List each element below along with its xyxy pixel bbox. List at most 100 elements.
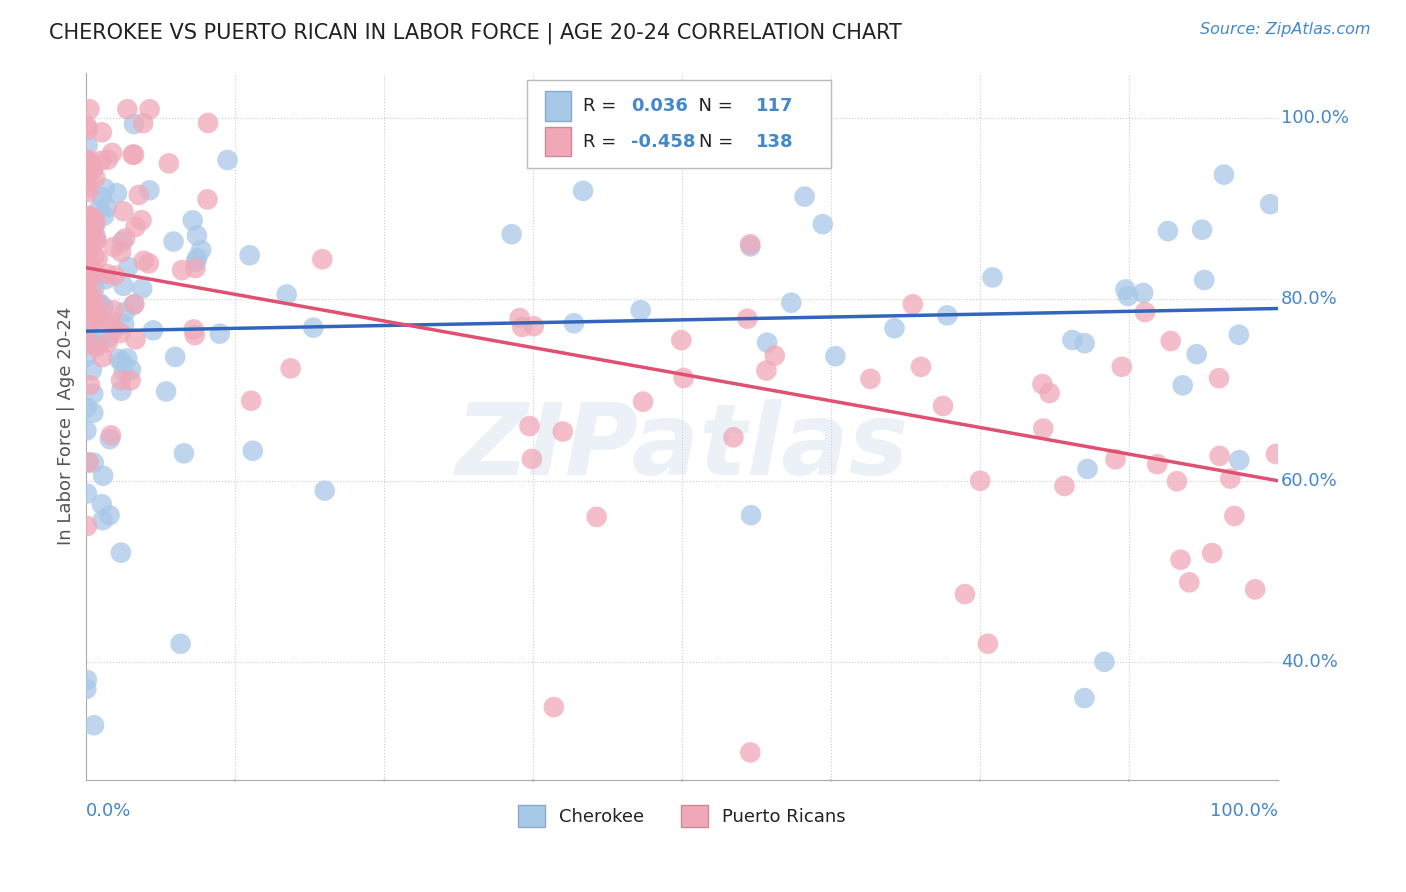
Point — [87, 335, 110, 350]
Point — [75, 322, 97, 336]
Point — [780, 295, 803, 310]
Point — [138, 183, 160, 197]
Point — [97, 335, 120, 350]
Point — [1094, 655, 1116, 669]
Point — [740, 508, 762, 523]
Point — [519, 419, 541, 434]
Point — [79, 155, 101, 169]
Point — [510, 319, 533, 334]
Text: 117: 117 — [756, 97, 793, 115]
Point — [77, 209, 100, 223]
Point — [76, 209, 98, 223]
Text: 0.036: 0.036 — [631, 97, 688, 115]
Point — [112, 204, 135, 219]
Point — [112, 364, 135, 378]
Point — [76, 119, 98, 133]
Point — [86, 310, 108, 324]
Point — [103, 322, 125, 336]
Point — [1208, 449, 1230, 463]
Point — [84, 227, 107, 242]
Point — [1194, 273, 1216, 287]
Y-axis label: In Labor Force | Age 20-24: In Labor Force | Age 20-24 — [58, 307, 75, 546]
Point — [80, 319, 103, 334]
Point — [76, 153, 98, 167]
Point — [132, 253, 155, 268]
Point — [737, 311, 759, 326]
Point — [1031, 377, 1053, 392]
Point — [77, 268, 100, 283]
Point — [75, 274, 97, 288]
Point — [1053, 479, 1076, 493]
Point — [883, 321, 905, 335]
Text: R =: R = — [583, 133, 621, 151]
Point — [1104, 452, 1126, 467]
Point — [91, 350, 114, 364]
Point — [75, 291, 97, 305]
Point — [83, 456, 105, 470]
Point — [76, 486, 98, 500]
Point — [131, 213, 153, 227]
FancyBboxPatch shape — [546, 127, 571, 156]
Point — [97, 330, 120, 344]
Point — [1191, 222, 1213, 236]
Point — [75, 296, 97, 310]
Point — [1146, 457, 1168, 471]
Point — [76, 122, 98, 136]
Point — [82, 223, 104, 237]
Point — [1157, 224, 1180, 238]
Point — [131, 282, 153, 296]
Point — [75, 262, 97, 277]
Point — [76, 303, 98, 318]
Point — [76, 276, 98, 290]
Point — [77, 289, 100, 303]
Point — [585, 509, 607, 524]
Point — [76, 176, 98, 190]
Point — [1265, 447, 1288, 461]
Point — [169, 637, 191, 651]
Point — [793, 189, 815, 203]
Point — [75, 291, 97, 305]
Point — [314, 483, 336, 498]
Point — [76, 277, 98, 292]
Point — [197, 116, 219, 130]
Point — [183, 322, 205, 336]
Point — [90, 125, 112, 139]
Point — [811, 217, 834, 231]
Point — [1076, 462, 1098, 476]
Point — [969, 474, 991, 488]
Point — [97, 153, 120, 167]
Point — [77, 328, 100, 343]
Point — [1208, 371, 1230, 385]
Point — [103, 240, 125, 254]
Point — [75, 283, 97, 297]
Point — [98, 508, 121, 523]
Point — [76, 156, 98, 170]
Point — [89, 296, 111, 310]
Point — [75, 424, 97, 438]
Point — [96, 201, 118, 215]
Point — [103, 303, 125, 318]
Point — [76, 287, 98, 301]
Point — [186, 228, 208, 243]
Point — [76, 673, 98, 687]
Point — [80, 293, 103, 308]
Point — [84, 170, 107, 185]
Point — [75, 273, 97, 287]
Point — [79, 378, 101, 392]
Point — [93, 316, 115, 330]
Point — [79, 259, 101, 273]
Point — [96, 267, 118, 281]
Point — [551, 425, 574, 439]
Point — [107, 351, 129, 366]
Text: 100.0%: 100.0% — [1281, 110, 1350, 128]
Point — [1227, 327, 1250, 342]
Point — [76, 301, 98, 315]
Point — [110, 244, 132, 259]
Point — [104, 268, 127, 283]
Point — [1178, 575, 1201, 590]
Point — [138, 256, 160, 270]
Point — [100, 428, 122, 442]
Point — [84, 217, 107, 231]
Point — [90, 153, 112, 168]
Point — [84, 234, 107, 248]
